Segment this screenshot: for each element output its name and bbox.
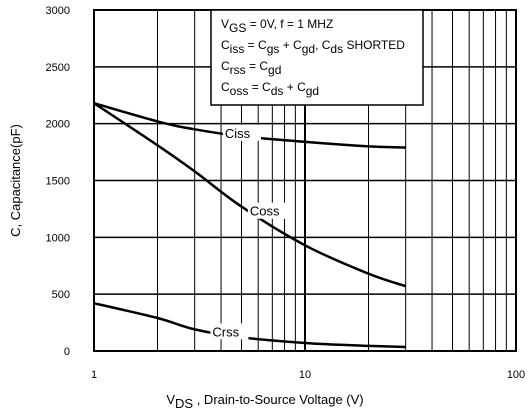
tick-labels: 0 500 1000 1500 2000 2500 3000 1 10 100 xyxy=(46,5,526,381)
annotation-subscript: iss xyxy=(230,42,245,56)
x-tick-label: 100 xyxy=(507,369,525,381)
x-tick-label: 1 xyxy=(91,369,97,381)
annotation-subscript: GS xyxy=(229,21,246,35)
series-label-bg xyxy=(210,323,249,340)
x-axis-label-rest: , Drain-to-Source Voltage (V) xyxy=(193,392,364,407)
y-tick-label: 2000 xyxy=(46,119,70,131)
y-tick-label: 2500 xyxy=(46,62,70,74)
annotation-line: Coss = Cds + Cgd xyxy=(221,80,319,98)
y-tick-label: 500 xyxy=(52,289,70,301)
annotation-subscript: gd xyxy=(302,42,315,56)
annotation-line: Crss = Cgd xyxy=(221,59,281,77)
annotation-text: C xyxy=(221,59,230,73)
x-axis-label-main: V xyxy=(166,392,175,407)
series-label-ciss: Ciss xyxy=(225,126,251,141)
annotation-subscript: gd xyxy=(268,63,281,77)
annotation-frame xyxy=(210,9,424,106)
annotation-text: C xyxy=(221,80,230,94)
x-axis-label: VDS , Drain-to-Source Voltage (V) xyxy=(166,392,363,411)
x-tick-label: 10 xyxy=(299,369,311,381)
annotation-line: Ciss = Cgs + Cgd, Cds SHORTED xyxy=(221,38,405,56)
annotation-text: C xyxy=(221,38,230,52)
annotation-text: + C xyxy=(283,80,306,94)
annotation-line: VGS = 0V, f = 1 MHZ xyxy=(221,17,333,35)
series-label-coss: Coss xyxy=(250,204,280,219)
annotation-subscript: ds xyxy=(271,84,284,98)
annotation-text: = C xyxy=(248,80,271,94)
annotation-text: + C xyxy=(279,38,302,52)
annotation-text: = C xyxy=(246,59,269,73)
y-axis-label: C, Capacitance(pF) xyxy=(8,124,23,237)
annotation-subscript: gd xyxy=(306,84,319,98)
series-group: Ciss Coss Crss xyxy=(93,101,407,349)
annotation-subscript: ds xyxy=(330,42,343,56)
y-tick-label: 1000 xyxy=(46,232,70,244)
series-line-coss xyxy=(93,102,407,288)
series-label-bg xyxy=(222,124,261,141)
annotation-subscript: rss xyxy=(230,63,246,77)
annotation-text: V xyxy=(221,17,229,31)
annotation-text: = 0V, f = 1 MHZ xyxy=(246,17,333,31)
y-tick-label: 0 xyxy=(64,346,70,358)
annotation-text: , C xyxy=(315,38,331,52)
y-tick-label: 3000 xyxy=(46,5,70,17)
series-label-crss: Crss xyxy=(212,324,239,339)
series-label-bg xyxy=(247,202,286,219)
y-tick-label: 1500 xyxy=(46,176,70,188)
annotation-subscript: oss xyxy=(230,84,249,98)
annotation-text: SHORTED xyxy=(343,38,405,52)
series-line-crss xyxy=(93,302,406,349)
x-axis-label-sub: DS xyxy=(175,396,193,411)
annotation-text: = C xyxy=(244,38,267,52)
annotation-subscript: gs xyxy=(267,42,280,56)
